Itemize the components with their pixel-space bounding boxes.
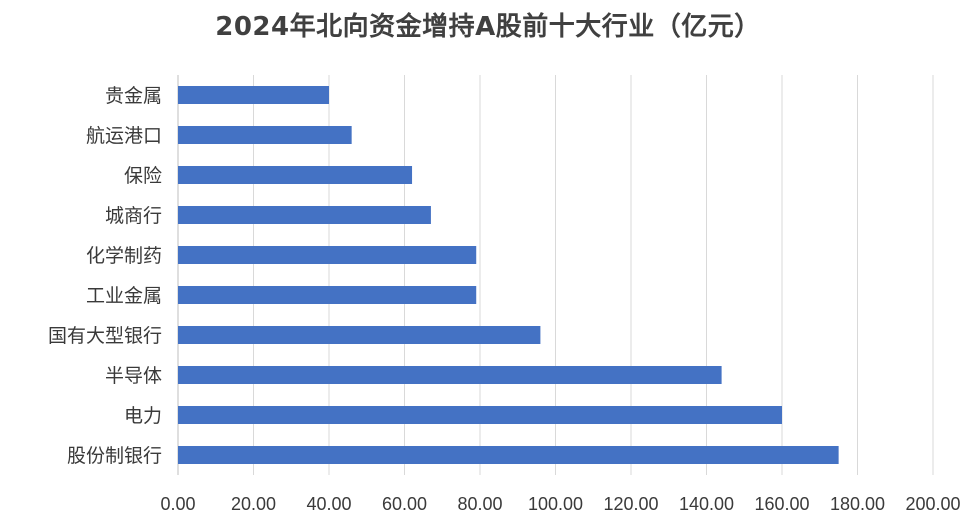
category-label: 国有大型银行	[48, 325, 162, 347]
bar	[178, 326, 541, 344]
x-tick-label: 120.00	[603, 494, 658, 514]
bar	[178, 206, 431, 224]
category-label: 工业金属	[86, 285, 162, 307]
x-tick-label: 140.00	[679, 494, 734, 514]
bar	[178, 286, 477, 304]
x-tick-label: 20.00	[231, 494, 276, 514]
x-tick-label: 160.00	[754, 494, 809, 514]
bar	[178, 406, 782, 424]
category-label: 化学制药	[86, 245, 162, 267]
x-tick-label: 200.00	[905, 494, 960, 514]
x-tick-label: 180.00	[830, 494, 885, 514]
chart-title: 2024年北向资金增持A股前十大行业（亿元）	[215, 12, 761, 42]
bar	[178, 126, 352, 144]
x-tick-label: 40.00	[306, 494, 351, 514]
bar	[178, 246, 477, 264]
x-tick-label: 100.00	[528, 494, 583, 514]
category-label: 贵金属	[105, 85, 162, 107]
x-tick-label: 80.00	[457, 494, 502, 514]
bar	[178, 86, 329, 104]
category-label: 城商行	[105, 205, 162, 227]
bar	[178, 366, 722, 384]
bar	[178, 166, 413, 184]
category-label: 电力	[124, 405, 162, 427]
x-tick-label: 0.00	[160, 494, 195, 514]
category-label: 航运港口	[86, 125, 162, 147]
bar	[178, 446, 839, 464]
x-tick-label: 60.00	[382, 494, 427, 514]
category-label: 股份制银行	[67, 445, 162, 467]
category-label: 保险	[124, 165, 162, 187]
category-label: 半导体	[105, 365, 162, 387]
